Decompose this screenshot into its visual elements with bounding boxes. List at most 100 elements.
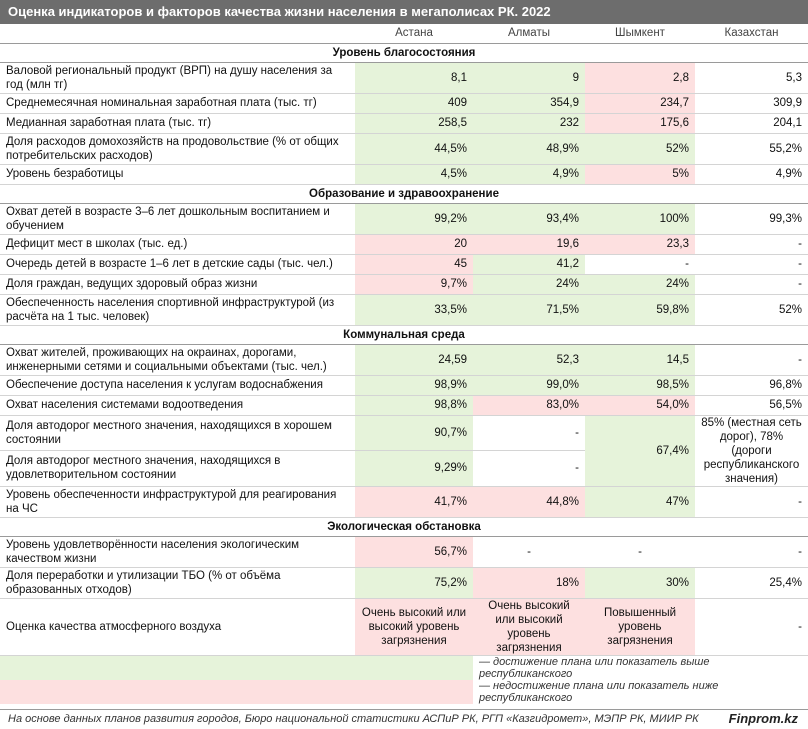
column-almaty: Алматы bbox=[473, 24, 585, 44]
cell-astana: 44,5% bbox=[355, 133, 473, 165]
cell-almaty: 232 bbox=[473, 113, 585, 134]
cell-kazakhstan: 309,9 bbox=[695, 93, 808, 114]
row-label: Обеспеченность населения спортивной инфр… bbox=[0, 294, 355, 326]
row-label: Среднемесячная номинальная заработная пл… bbox=[0, 93, 355, 114]
row-label: Дефицит мест в школах (тыс. ед.) bbox=[0, 234, 355, 255]
legend-green: — достижение плана или показатель выше р… bbox=[0, 655, 808, 680]
section-header: Экологическая обстановка bbox=[0, 516, 808, 537]
cell-shymkent: 98,5% bbox=[585, 375, 695, 396]
table-row: Уровень безработицы 4,5% 4,9% 5% 4,9% bbox=[0, 164, 808, 185]
cell-shymkent: 2,8 bbox=[585, 62, 695, 94]
column-header-row: Астана Алматы Шымкент Казахстан bbox=[0, 24, 808, 44]
cell-shymkent: 30% bbox=[585, 567, 695, 599]
cell-shymkent: 59,8% bbox=[585, 294, 695, 326]
section-header: Коммунальная среда bbox=[0, 324, 808, 345]
cell-kazakhstan: - bbox=[695, 598, 808, 656]
table-row: Обеспеченность населения спортивной инфр… bbox=[0, 294, 808, 326]
cell-astana: 33,5% bbox=[355, 294, 473, 326]
cell-shymkent: 5% bbox=[585, 164, 695, 185]
legend-red-text: — недостижение плана или показатель ниже… bbox=[479, 679, 719, 704]
cell-almaty: 71,5% bbox=[473, 294, 585, 326]
cell-shymkent: - bbox=[585, 254, 695, 275]
column-kazakhstan: Казахстан bbox=[695, 24, 808, 44]
cell-kazakhstan: 5,3 bbox=[695, 62, 808, 94]
cell-astana: Очень высокий или высокий уровень загряз… bbox=[355, 598, 473, 656]
legend-green-swatch bbox=[0, 655, 473, 680]
cell-shymkent: Повышенный уровень загрязнения bbox=[585, 598, 695, 656]
cell-almaty: - bbox=[473, 450, 585, 487]
section-title: Коммунальная среда bbox=[0, 324, 808, 345]
table-row: Валовой региональный продукт (ВРП) на ду… bbox=[0, 62, 808, 94]
cell-kazakhstan: 25,4% bbox=[695, 567, 808, 599]
cell-almaty: - bbox=[473, 415, 585, 451]
table-row: Доля автодорог местного значения, находя… bbox=[0, 415, 808, 487]
section-title: Уровень благосостояния bbox=[0, 42, 808, 63]
cell-astana: 20 bbox=[355, 234, 473, 255]
table-row: Оценка качества атмосферного воздуха Оче… bbox=[0, 598, 808, 656]
cell-shymkent: 52% bbox=[585, 133, 695, 165]
section-header: Уровень благосостояния bbox=[0, 42, 808, 63]
cell-almaty: 41,2 bbox=[473, 254, 585, 275]
row-label: Доля граждан, ведущих здоровый образ жиз… bbox=[0, 274, 355, 295]
cell-shymkent: 14,5 bbox=[585, 344, 695, 376]
table-row: Доля переработки и утилизации ТБО (% от … bbox=[0, 567, 808, 599]
section-title: Образование и здравоохранение bbox=[0, 183, 808, 204]
cell-shymkent: 100% bbox=[585, 203, 695, 235]
cell-kazakhstan: - bbox=[695, 274, 808, 295]
column-astana: Астана bbox=[355, 24, 473, 44]
cell-astana: 99,2% bbox=[355, 203, 473, 235]
cell-kazakhstan: 204,1 bbox=[695, 113, 808, 134]
row-label: Валовой региональный продукт (ВРП) на ду… bbox=[0, 62, 355, 94]
cell-shymkent-merged: 67,4% bbox=[585, 415, 695, 487]
row-label: Охват жителей, проживающих на окраинах, … bbox=[0, 344, 355, 376]
cell-kazakhstan: 56,5% bbox=[695, 395, 808, 416]
cell-kazakhstan: - bbox=[695, 254, 808, 275]
cell-kazakhstan-merged: 85% (местная сеть дорог), 78% (дороги ре… bbox=[695, 415, 808, 487]
table-row: Уровень удовлетворённости населения экол… bbox=[0, 536, 808, 568]
cell-kazakhstan: 55,2% bbox=[695, 133, 808, 165]
table-row: Доля граждан, ведущих здоровый образ жиз… bbox=[0, 274, 808, 295]
cell-shymkent: 23,3 bbox=[585, 234, 695, 255]
cell-astana: 9,7% bbox=[355, 274, 473, 295]
row-label: Медианная заработная плата (тыс. тг) bbox=[0, 113, 355, 134]
cell-shymkent: 47% bbox=[585, 486, 695, 518]
table-row: Охват жителей, проживающих на окраинах, … bbox=[0, 344, 808, 376]
cell-kazakhstan: - bbox=[695, 344, 808, 376]
cell-almaty: 19,6 bbox=[473, 234, 585, 255]
table-title: Оценка индикаторов и факторов качества ж… bbox=[0, 0, 808, 24]
cell-almaty: 9 bbox=[473, 62, 585, 94]
cell-kazakhstan: 4,9% bbox=[695, 164, 808, 185]
cell-kazakhstan: - bbox=[695, 234, 808, 255]
cell-almaty: Очень высокий или высокий уровень загряз… bbox=[473, 598, 585, 656]
cell-almaty: 44,8% bbox=[473, 486, 585, 518]
cell-shymkent: 54,0% bbox=[585, 395, 695, 416]
cell-astana: 4,5% bbox=[355, 164, 473, 185]
cell-kazakhstan: 99,3% bbox=[695, 203, 808, 235]
row-label: Очередь детей в возрасте 1–6 лет в детск… bbox=[0, 254, 355, 275]
brand-logo[interactable]: Finprom.kz bbox=[728, 711, 798, 726]
cell-almaty: - bbox=[473, 536, 585, 568]
cell-almaty: 99,0% bbox=[473, 375, 585, 396]
row-label: Охват населения системами водоотведения bbox=[0, 395, 355, 416]
row-label: Доля расходов домохозяйств на продовольс… bbox=[0, 133, 355, 165]
row-label: Доля автодорог местного значения, находя… bbox=[0, 415, 355, 451]
cell-almaty: 24% bbox=[473, 274, 585, 295]
footer: На основе данных планов развития городов… bbox=[0, 709, 808, 729]
column-shymkent: Шымкент bbox=[585, 24, 695, 44]
row-label: Охват детей в возрасте 3–6 лет дошкольны… bbox=[0, 203, 355, 235]
cell-almaty: 52,3 bbox=[473, 344, 585, 376]
table-row: Охват населения системами водоотведения … bbox=[0, 395, 808, 416]
cell-kazakhstan: 96,8% bbox=[695, 375, 808, 396]
cell-shymkent: - bbox=[585, 536, 695, 568]
cell-astana: 90,7% bbox=[355, 415, 473, 451]
source-note: На основе данных планов развития городов… bbox=[8, 713, 699, 725]
cell-astana: 409 bbox=[355, 93, 473, 114]
legend-red-swatch bbox=[0, 679, 473, 704]
cell-astana: 258,5 bbox=[355, 113, 473, 134]
cell-shymkent: 234,7 bbox=[585, 93, 695, 114]
cell-astana: 8,1 bbox=[355, 62, 473, 94]
row-label: Доля автодорог местного значения, находя… bbox=[0, 450, 355, 487]
indicators-table: Астана Алматы Шымкент Казахстан Уровень … bbox=[0, 24, 808, 704]
row-label: Обеспечение доступа населения к услугам … bbox=[0, 375, 355, 396]
cell-kazakhstan: 52% bbox=[695, 294, 808, 326]
